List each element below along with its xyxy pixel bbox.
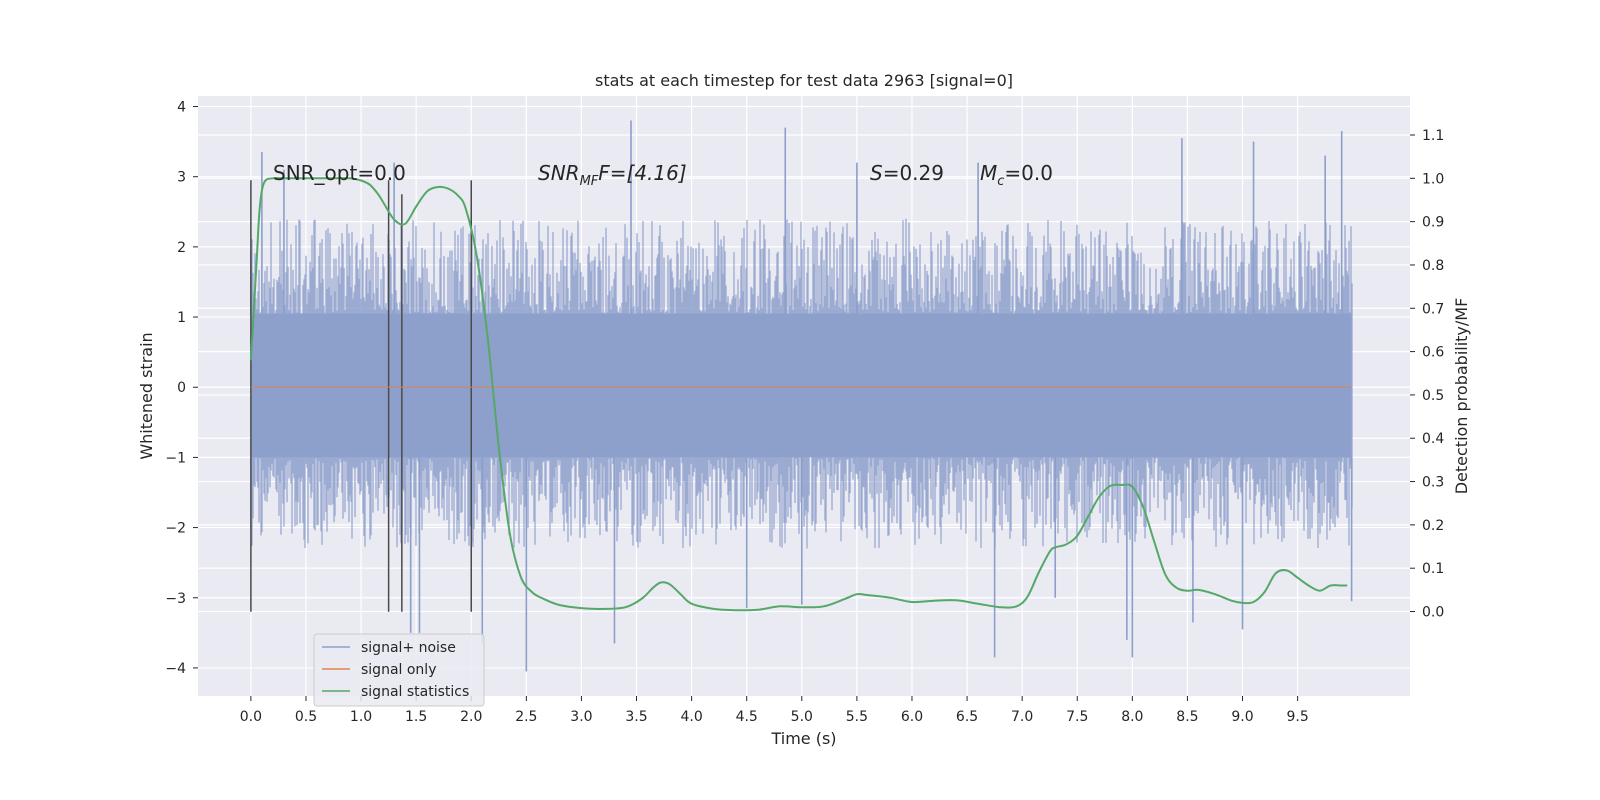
y2-tick-label: 0.0 <box>1422 605 1444 621</box>
axes: 0.0 0.5 1.0 1.5 2.0 2.5 3.0 3.5 4.0 4.5 5.0 5.5 6.0 6… <box>165 100 1444 725</box>
y2-tick-label: 0.8 <box>1422 258 1444 274</box>
signal-noise-series <box>250 120 1353 672</box>
y-tick-label: −1 <box>165 450 186 466</box>
y-tick-label: 0 <box>177 380 186 396</box>
annotation-mc-symbol: M <box>980 161 997 185</box>
chart-title: stats at each timestep for test data 296… <box>595 71 1013 90</box>
annotation-snr-mf-subscript: MF <box>580 174 599 189</box>
legend-label-signal-statistics: signal statistics <box>361 684 469 700</box>
x-tick-label: 4.5 <box>736 709 758 725</box>
y2-tick-label: 0.1 <box>1422 561 1444 577</box>
y-tick-label: 4 <box>177 100 186 116</box>
annotation-s-symbol: S <box>870 161 883 185</box>
annotation-mc-value: =0.0 <box>1004 161 1053 185</box>
y2-tick-label: 0.3 <box>1422 475 1444 491</box>
y-tick-label: −3 <box>165 591 186 607</box>
x-tick-label: 1.0 <box>350 709 372 725</box>
vertical-markers <box>250 180 473 612</box>
y-tick-label: −2 <box>165 521 186 537</box>
x-tick-label: 0.0 <box>240 709 262 725</box>
x-tick-label: 2.0 <box>460 709 482 725</box>
y2-tick-label: 1.0 <box>1422 171 1444 187</box>
legend-box <box>313 633 485 707</box>
y-tick-label: −4 <box>165 661 186 677</box>
annotation-mc-subscript: c <box>997 174 1004 189</box>
x-tick-label: 8.5 <box>1176 709 1198 725</box>
y2-tick-label: 0.9 <box>1422 215 1444 231</box>
annotation-s-value: =0.29 <box>883 161 944 185</box>
x-tick-label: 7.5 <box>1066 709 1088 725</box>
x-tick-label: 9.0 <box>1231 709 1253 725</box>
signal-statistics-line <box>249 176 1348 612</box>
x-tick-label: 0.5 <box>295 709 317 725</box>
y2-tick-label: 0.5 <box>1422 388 1444 404</box>
x-axis-label: Time (s) <box>770 729 836 748</box>
annotation-mc: Mc=0.0 <box>980 161 1053 189</box>
annotation-snr-mf: SNRMFF=[4.16] <box>538 161 687 189</box>
y-axis-label: Whitened strain <box>137 332 156 459</box>
y2-tick-label: 0.6 <box>1422 345 1444 361</box>
x-tick-label: 3.5 <box>625 709 647 725</box>
y2-tick-label: 0.2 <box>1422 518 1444 534</box>
x-tick-label: 5.0 <box>791 709 813 725</box>
annotation-snr-opt: SNR_opt=0.0 <box>273 161 406 185</box>
annotation-snr-mf-value: F=[4.16] <box>598 161 686 185</box>
y-tick-label: 1 <box>177 310 186 326</box>
annotation-snr-mf-symbol: SNR <box>538 161 580 185</box>
y2-tick-label: 0.4 <box>1422 431 1444 447</box>
x-tick-label: 9.5 <box>1286 709 1308 725</box>
y2-tick-label: 0.7 <box>1422 301 1444 317</box>
x-tick-label: 1.5 <box>405 709 427 725</box>
x-tick-label: 5.5 <box>846 709 868 725</box>
y2-axis-label: Detection probability/MF <box>1452 298 1471 495</box>
annotations: SNR_opt=0.0 SNRMFF=[4.16] S=0.29 Mc=0.0 <box>273 161 1053 189</box>
y2-tick-label: 1.1 <box>1422 128 1444 144</box>
signal-statistics-series <box>249 176 1348 612</box>
annotation-s: S=0.29 <box>870 161 944 185</box>
x-tick-label: 6.5 <box>956 709 978 725</box>
x-tick-label: 4.0 <box>680 709 702 725</box>
signal-noise-core <box>250 313 1352 458</box>
y-tick-label: 3 <box>177 170 186 186</box>
y-tick-label: 2 <box>177 240 186 256</box>
x-tick-label: 6.0 <box>901 709 923 725</box>
legend-label-signal-only: signal only <box>361 662 436 678</box>
legend-label-signal-noise: signal+ noise <box>361 640 456 656</box>
x-tick-label: 8.0 <box>1121 709 1143 725</box>
x-tick-label: 2.5 <box>515 709 537 725</box>
legend: signal+ noise signal only signal statist… <box>313 633 485 707</box>
x-tick-label: 7.0 <box>1011 709 1033 725</box>
x-tick-label: 3.0 <box>570 709 592 725</box>
